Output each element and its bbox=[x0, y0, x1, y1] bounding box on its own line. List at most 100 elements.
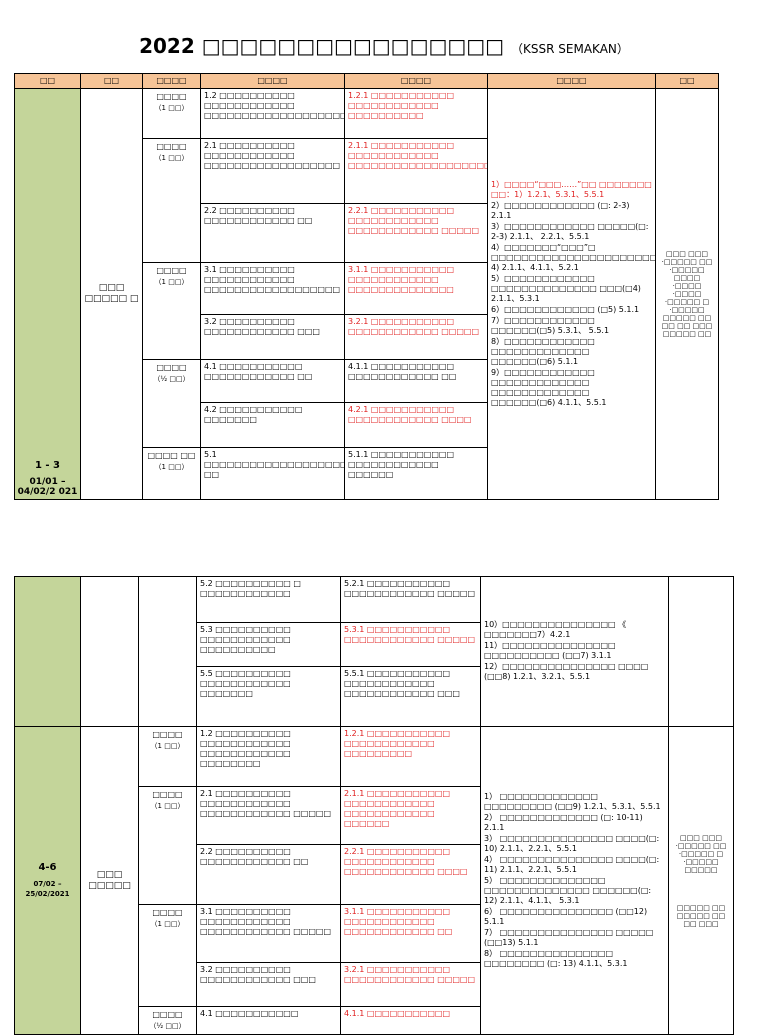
theme-cell-continued bbox=[80, 576, 139, 727]
table-row: □□□□ （½ □□） 4.1 □□□□□□□□□□□ □□□□□□□□□□□□ … bbox=[15, 358, 719, 448]
table-row: □□□□ □□ （1 □□） 5.1 □□□□□□□□□□□□□□□□□□□□□ … bbox=[15, 446, 719, 501]
notes-cell: □□□ □□□ ·□□□□□ □□ ·□□□□□ □ ·□□□□□ □□□□□ … bbox=[668, 726, 734, 1035]
table-row: 3.2 □□□□□□□□□□ □□□□□□□□□□□□ □□□ 3.2.1 □□… bbox=[15, 313, 719, 360]
content-standard-cell: 3.2 □□□□□□□□□□ □□□□□□□□□□□□ □□□ bbox=[196, 962, 341, 1007]
skill-duration: （½ □□） bbox=[149, 1022, 186, 1030]
learning-standard-cell: 2.2.1 □□□□□□□□□□□ □□□□□□□□□□□□ □□□□□□□□□… bbox=[344, 202, 488, 264]
header-content-standard: □□□□ bbox=[200, 72, 345, 90]
skill-duration: （1 □□） bbox=[154, 278, 189, 287]
content-standard-cell: 5.3 □□□□□□□□□□ □□□□□□□□□□□□ □□□□□□□□□□ bbox=[196, 622, 341, 667]
title-main: □□□□□□□□□□□□□□□□ bbox=[201, 34, 505, 58]
learning-standard-cell: 5.3.1 □□□□□□□□□□□ □□□□□□□□□□□□ □□□□□ bbox=[340, 622, 481, 667]
header-learning-standard: □□□□ bbox=[344, 72, 488, 90]
activity-item: 2）□□□□□□□□□□□□ (□: 2-3) 2.1.1 bbox=[491, 200, 630, 220]
content-standard-cell: 3.2 □□□□□□□□□□ □□□□□□□□□□□□ □□□ bbox=[200, 313, 345, 360]
skill-cell: □□□□ （1 □□） bbox=[142, 262, 201, 360]
week-dates: 01/01 – 04/02/2 021 bbox=[17, 477, 78, 497]
skill-duration: （½ □□） bbox=[153, 374, 190, 383]
skill-cell-continued bbox=[138, 576, 197, 727]
skill-duration: （1 □□） bbox=[150, 802, 185, 810]
activity-item: 10）□□□□□□□□□□□□□□□ 《 □□□□□□□7）4.2.1 bbox=[484, 620, 627, 639]
learning-standard-cell: 3.2.1 □□□□□□□□□□□ □□□□□□□□□□□□ □□□□□ bbox=[340, 962, 481, 1007]
skill-label: □□□□ bbox=[152, 1010, 183, 1019]
content-standard-cell: 5.5 □□□□□□□□□□ □□□□□□□□□□□□ □□□□□□□ bbox=[196, 666, 341, 727]
content-standard-cell: 2.1 □□□□□□□□□□ □□□□□□□□□□□□ □□□□□□□□□□□□… bbox=[196, 786, 341, 845]
table-row: 2.2 □□□□□□□□□□ □□□□□□□□□□□□ □□ 2.2.1 □□□… bbox=[15, 844, 734, 905]
skill-label: □□□□ bbox=[152, 730, 183, 739]
content-standard-cell: 1.2 □□□□□□□□□□ □□□□□□□□□□□□ □□□□□□□□□□□□… bbox=[196, 726, 341, 787]
content-standard-cell: 2.2 □□□□□□□□□□ □□□□□□□□□□□□ □□ bbox=[200, 202, 345, 264]
skill-duration: （1 □□） bbox=[150, 920, 185, 928]
activity-item: 2） □□□□□□□□□□□□□ (□: 10-11) 2.1.1 bbox=[484, 812, 643, 832]
notes-text: □□□ □□□ ·□□□□□ □□ ·□□□□□ □ ·□□□□□ □□□□□ bbox=[675, 833, 727, 874]
header-notes: □□ bbox=[655, 72, 719, 90]
page-title: 2022 □□□□□□□□□□□□□□□□ （KSSR SEMAKAN） bbox=[0, 34, 768, 58]
activities-cell: 10）□□□□□□□□□□□□□□□ 《 □□□□□□□7）4.2.1 11）□… bbox=[480, 576, 669, 727]
activity-item: 4）□□□□□□□“□□□”□ □□□□□□□□□□□□□□□□□□□□□□□□… bbox=[491, 242, 656, 272]
activity-item: 6） □□□□□□□□□□□□□□□ (□□12) 5.1.1 bbox=[484, 906, 648, 926]
content-standard-cell: 2.1 □□□□□□□□□□ □□□□□□□□□□□□ □□□□□□□□□□□□… bbox=[200, 138, 345, 204]
skill-cell: □□□□ （1 □□） bbox=[142, 138, 201, 264]
learning-standard-cell: 2.1.1 □□□□□□□□□□□ □□□□□□□□□□□□ □□□□□□□□□… bbox=[344, 138, 488, 204]
week-cell: 4-6 07/02 – 25/02/2021 bbox=[14, 726, 81, 1035]
activity-item: 9）□□□□□□□□□□□□ □□□□□□□□□□□□□ □□□□□□□□□□□… bbox=[491, 367, 607, 407]
table-row: □□□□ （1 □□） 3.1 □□□□□□□□□□ □□□□□□□□□□□□ □… bbox=[15, 262, 719, 360]
table-row: 5.5 □□□□□□□□□□ □□□□□□□□□□□□ □□□□□□□ 5.5.… bbox=[15, 666, 734, 727]
activity-item: 5） □□□□□□□□□□□□□□ □□□□□□□□□□□□□□ □□□□□□(… bbox=[484, 875, 652, 905]
learning-standard-cell: 5.2.1 □□□□□□□□□□□ □□□□□□□□□□□□ □□□□□ bbox=[340, 576, 481, 623]
activity-item: 8）□□□□□□□□□□□□ □□□□□□□□□□□□□ □□□□□□(□6) … bbox=[491, 336, 595, 366]
activity-item: 6）□□□□□□□□□□□□ (□5) 5.1.1 bbox=[491, 304, 640, 314]
week-number: 4-6 bbox=[38, 861, 57, 873]
skill-label: □□□□ bbox=[156, 92, 187, 102]
skill-cell: □□□□ □□ （1 □□） bbox=[142, 446, 201, 501]
skill-label: □□□□ □□ bbox=[147, 450, 196, 460]
skill-label: □□□□ bbox=[152, 908, 183, 917]
skill-label: □□□□ bbox=[156, 266, 187, 276]
week-cell-continued bbox=[14, 576, 81, 727]
activities-cell: 1） □□□□□□□□□□□□□ □□□□□□□□□ (□□9) 1.2.1、5… bbox=[480, 726, 669, 1035]
table-row: 5.3 □□□□□□□□□□ □□□□□□□□□□□□ □□□□□□□□□□ 5… bbox=[15, 622, 734, 667]
skill-duration: （1 □□） bbox=[154, 462, 189, 471]
week-cell: 1 - 3 01/01 – 04/02/2 021 bbox=[14, 88, 81, 500]
title-sub: （KSSR SEMAKAN） bbox=[511, 42, 629, 56]
learning-standard-cell: 4.1.1 □□□□□□□□□□□ bbox=[340, 1006, 481, 1035]
notes-cell: □□□ □□□ ·□□□□□ □□ ·□□□□□ □□□□ ·□□□□ ·□□□… bbox=[655, 88, 719, 500]
learning-standard-cell: 5.5.1 □□□□□□□□□□□ □□□□□□□□□□□□ □□□□□□□□□… bbox=[340, 666, 481, 727]
title-year: 2022 bbox=[139, 34, 195, 58]
activity-item: 11）□□□□□□□□□□□□□□□ □□□□□□□□□□ (□□7) 3.1.… bbox=[484, 641, 616, 660]
activities-cell: 1）□□□□“□□□……”□□ □□□□□□□ □□：1）1.2.1、5.3.1… bbox=[487, 88, 656, 500]
activity-item: 4） □□□□□□□□□□□□□□□ □□□□(□: 11) 2.1.1、2.2… bbox=[484, 854, 660, 874]
content-standard-cell: 3.1 □□□□□□□□□□ □□□□□□□□□□□□ □□□□□□□□□□□□… bbox=[196, 904, 341, 963]
table-row: 1 - 3 01/01 – 04/02/2 021 □□□ □□□□□ □ □□… bbox=[14, 88, 719, 500]
content-standard-cell: 2.2 □□□□□□□□□□ □□□□□□□□□□□□ □□ bbox=[196, 844, 341, 905]
table-header-row: □□ □□ □□□□ □□□□ □□□□ □□□□ □□ bbox=[14, 72, 719, 90]
content-standard-cell: 5.2 □□□□□□□□□□ □ □□□□□□□□□□□□ bbox=[196, 576, 341, 623]
content-standard-cell: 4.1 □□□□□□□□□□□ □□□□□□□□□□□□ □□ bbox=[200, 358, 345, 404]
table-row: 4-6 07/02 – 25/02/2021 □□□ □□□□□ □□□□ （1 … bbox=[14, 726, 734, 1035]
activity-item: 8） □□□□□□□□□□□□□□□ □□□□□□□□ (□: 13) 4.1.… bbox=[484, 948, 628, 968]
activity-item: 5）□□□□□□□□□□□□ □□□□□□□□□□□□□□ □□□(□4) 2.… bbox=[491, 273, 641, 303]
header-activities: □□□□ bbox=[487, 72, 656, 90]
skill-cell: □□□□ （½ □□） bbox=[142, 358, 201, 448]
learning-standard-cell: 4.1.1 □□□□□□□□□□□ □□□□□□□□□□□□ □□ bbox=[344, 358, 488, 404]
skill-cell: □□□□ （1 □□） bbox=[138, 786, 197, 905]
learning-standard-cell: 1.2.1 □□□□□□□□□□□ □□□□□□□□□□□□ □□□□□□□□□… bbox=[344, 88, 488, 140]
week-number: 1 - 3 bbox=[34, 460, 61, 471]
activity-item: 7） □□□□□□□□□□□□□□□ □□□□□ (□□13) 5.1.1 bbox=[484, 927, 654, 947]
theme-cell: □□□ □□□□□ □ bbox=[80, 88, 143, 500]
content-standard-cell: 1.2 □□□□□□□□□□ □□□□□□□□□□□□ □□□□□□□□□□□□… bbox=[200, 88, 345, 140]
table-row: 3.2 □□□□□□□□□□ □□□□□□□□□□□□ □□□ 3.2.1 □□… bbox=[15, 962, 734, 1007]
table-row: □□□□ （1 □□） 3.1 □□□□□□□□□□ □□□□□□□□□□□□ □… bbox=[15, 904, 734, 1007]
learning-standard-cell: 4.2.1 □□□□□□□□□□□ □□□□□□□□□□□□ □□□□ bbox=[344, 402, 488, 448]
skill-cell: □□□□ （½ □□） bbox=[138, 1006, 197, 1035]
skill-duration: （1 □□） bbox=[154, 154, 189, 163]
activity-item: 7）□□□□□□□□□□□□ □□□□□□(□5) 5.3.1、 5.5.1 bbox=[491, 315, 610, 335]
skill-duration: （1 □□） bbox=[150, 742, 185, 750]
table-row: □□□□ （1 □□） 2.1 □□□□□□□□□□ □□□□□□□□□□□□ □… bbox=[15, 138, 719, 264]
header-week: □□ bbox=[14, 72, 81, 90]
week-dates: 07/02 – 25/02/2021 bbox=[25, 879, 70, 898]
skill-cell: □□□□ （1 □□） bbox=[138, 726, 197, 787]
skill-label: □□□□ bbox=[156, 362, 187, 372]
skill-cell: □□□□ （1 □□） bbox=[142, 88, 201, 140]
schedule-table-1: □□ □□ □□□□ □□□□ □□□□ □□□□ □□ 1 - 3 01/01… bbox=[14, 72, 719, 501]
